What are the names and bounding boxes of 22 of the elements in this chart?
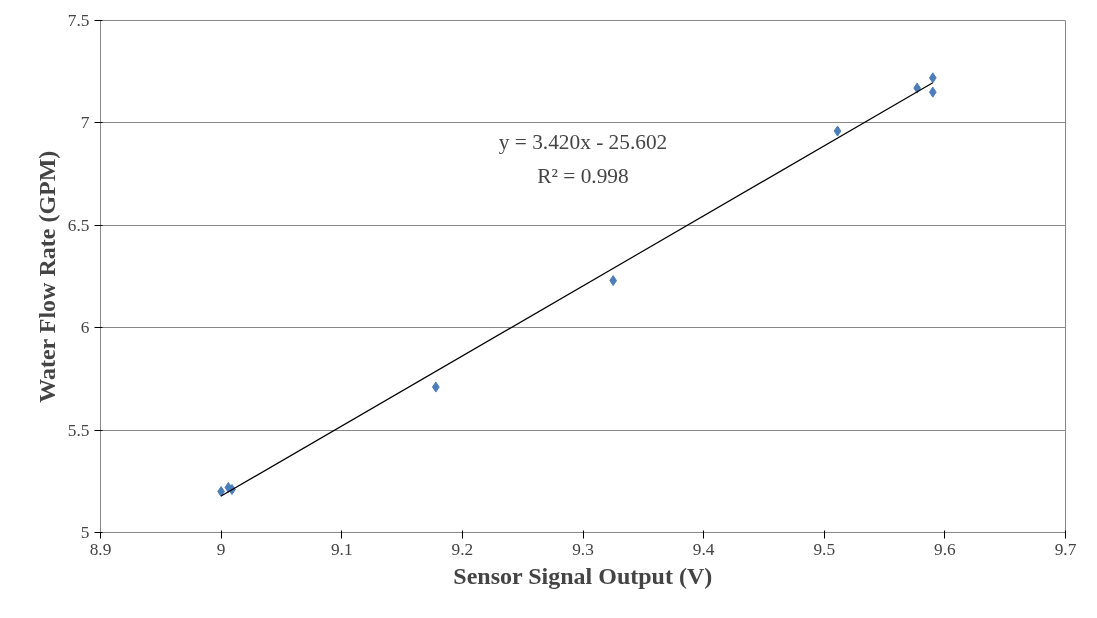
point <box>928 86 937 98</box>
x-tick-label: 9.5 <box>813 539 836 559</box>
x-tick-label: 9.7 <box>1054 539 1077 559</box>
annotation: y = 3.420x - 25.602 <box>498 129 668 154</box>
y-tick-label: 5 <box>80 523 90 542</box>
x-tick-label: 9.2 <box>451 539 474 559</box>
y-tick-label: 5.5 <box>67 420 90 440</box>
y-axis-title: Water Flow Rate (GPM) <box>33 150 60 403</box>
x-tick-label: 9.4 <box>692 539 715 559</box>
y-tick-label: 6.5 <box>67 215 90 235</box>
x-axis-title: Sensor Signal Output (V) <box>453 562 713 589</box>
point <box>833 125 842 137</box>
x-tick-label: 9.3 <box>572 539 594 559</box>
x-tick-label: 9 <box>216 539 226 559</box>
point <box>928 72 937 84</box>
annotation: R² = 0.998 <box>537 164 629 189</box>
y-tick-label: 6 <box>80 318 90 338</box>
y-tick-label: 7 <box>80 113 90 133</box>
x-tick-label: 9.1 <box>330 539 353 559</box>
y-tick-label: 7.5 <box>67 11 90 30</box>
x-tick-label: 9.6 <box>934 539 957 559</box>
x-tick-label: 8.9 <box>89 539 112 559</box>
